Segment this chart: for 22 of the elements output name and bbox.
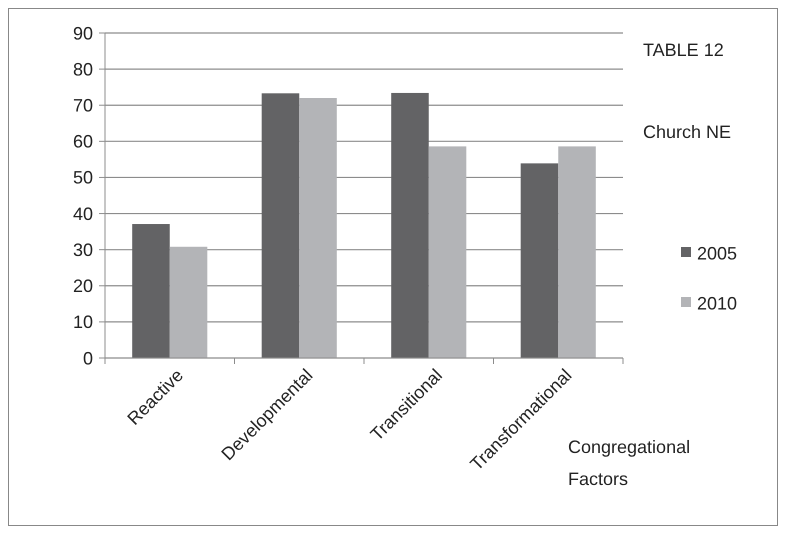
bar [391, 92, 429, 358]
y-tick-label: 30 [72, 240, 93, 260]
y-tick-label: 80 [72, 59, 93, 80]
legend-label: 2010 [697, 293, 738, 314]
bar [558, 146, 596, 358]
legend-label: 2005 [697, 243, 738, 264]
bar [170, 246, 208, 358]
y-tick-label: 10 [72, 312, 93, 332]
bar [520, 163, 558, 358]
y-tick-label: 90 [72, 23, 93, 44]
y-tick-label: 60 [72, 132, 93, 152]
text: Church NE [643, 122, 732, 142]
y-tick-label: 20 [72, 276, 93, 296]
bar [262, 93, 300, 358]
text: TABLE 12 [643, 40, 724, 60]
bar [299, 98, 337, 358]
bar [428, 146, 466, 358]
y-tick-label: 0 [82, 348, 93, 368]
y-tick-label: 70 [72, 96, 93, 116]
y-tick-label: 50 [72, 168, 93, 188]
bar [132, 224, 170, 358]
y-tick-label: 40 [72, 204, 93, 224]
